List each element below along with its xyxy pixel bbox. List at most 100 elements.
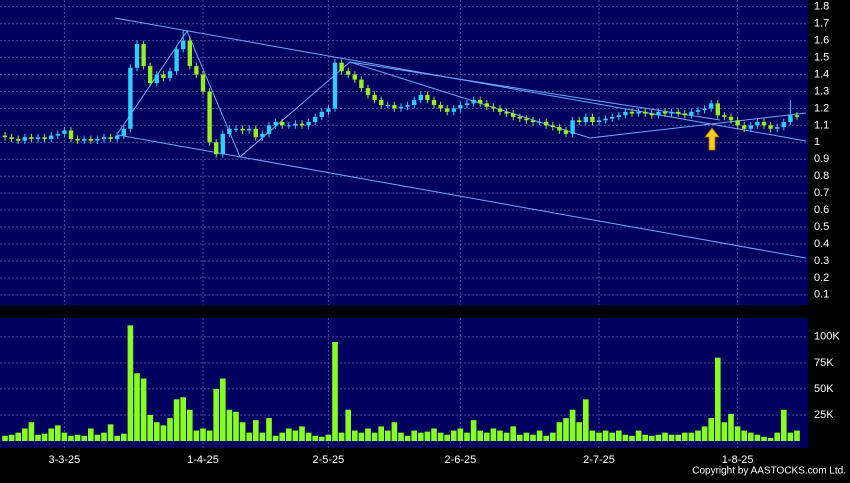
volume-bar xyxy=(352,430,358,441)
volume-bar xyxy=(325,434,332,441)
volume-bar xyxy=(15,432,21,441)
volume-bar xyxy=(523,432,530,441)
volume-bar xyxy=(246,432,252,441)
volume-bar xyxy=(497,430,503,441)
candle-body xyxy=(181,40,186,50)
arrow-icon xyxy=(704,127,720,151)
volume-bar xyxy=(319,436,325,441)
volume-bar xyxy=(715,357,721,441)
candle-body xyxy=(75,138,80,141)
candle-body xyxy=(517,116,522,119)
volume-bar xyxy=(114,435,120,441)
volume-bar xyxy=(398,432,404,441)
candle-body xyxy=(682,113,687,116)
candle-body xyxy=(187,40,192,67)
volume-bar xyxy=(259,432,266,441)
volume-bar xyxy=(173,399,180,441)
volume-bar xyxy=(616,430,622,441)
volume-bar xyxy=(134,373,140,441)
candle-body xyxy=(643,111,648,114)
candle-body xyxy=(148,66,153,84)
volume-bar xyxy=(431,428,437,441)
candle-body xyxy=(385,105,390,107)
candle-body xyxy=(253,128,258,138)
y-tick-label: 0.5 xyxy=(814,221,829,233)
candle-body xyxy=(22,137,27,141)
volume-bar xyxy=(655,434,662,441)
volume-bar xyxy=(728,413,734,441)
y-tick-label: 0.7 xyxy=(814,187,829,199)
candle-body xyxy=(68,130,74,139)
volume-bar xyxy=(754,434,761,441)
candle-body xyxy=(42,137,47,139)
volume-bar xyxy=(550,432,556,441)
y2-tick-label: 100K xyxy=(814,331,840,343)
volume-bar xyxy=(721,422,728,441)
candle-body xyxy=(379,99,384,106)
candle-body xyxy=(227,128,232,134)
volume-bar xyxy=(576,422,582,441)
candle-body xyxy=(29,137,34,139)
candle-body xyxy=(497,108,503,112)
volume-bar xyxy=(682,432,688,441)
candle-body xyxy=(735,120,740,126)
candle-body xyxy=(438,105,443,109)
candle-body xyxy=(728,116,734,121)
volume-bar xyxy=(48,428,54,441)
candle-body xyxy=(458,105,463,109)
candle-body xyxy=(550,125,555,128)
volume-bar xyxy=(708,418,714,441)
volume-bar xyxy=(312,435,318,441)
candle-body xyxy=(702,108,707,111)
zigzag xyxy=(117,29,807,158)
x-tick-label: 1-8-25 xyxy=(722,454,754,466)
candle-body xyxy=(405,105,410,107)
volume-bar xyxy=(385,430,391,441)
volume-bar xyxy=(649,435,655,441)
candle-body xyxy=(2,135,8,138)
lower-channel xyxy=(117,134,807,259)
candle-body xyxy=(788,115,793,122)
y2-tick-label: 25K xyxy=(814,409,834,421)
candle-body xyxy=(35,137,41,139)
candle-body xyxy=(293,123,298,126)
candle-body xyxy=(484,103,489,107)
volume-panel xyxy=(0,318,808,448)
candle-body xyxy=(649,113,654,116)
y2-tick-label: 50K xyxy=(814,383,834,395)
candle-body xyxy=(266,125,272,134)
candle-body xyxy=(715,103,720,116)
candle-body xyxy=(128,67,133,129)
volume-bar xyxy=(510,426,516,441)
candle-body xyxy=(167,71,173,78)
candle-body xyxy=(134,44,140,68)
candle-body xyxy=(240,128,245,131)
volume-bar xyxy=(418,432,424,441)
y-tick-label: 0.3 xyxy=(814,255,829,267)
candle-body xyxy=(260,133,265,138)
volume-bar xyxy=(675,434,681,441)
candle-body xyxy=(365,88,371,95)
candle-body xyxy=(299,123,305,126)
volume-bar xyxy=(635,430,642,441)
candle-body xyxy=(676,111,681,114)
candle-body xyxy=(583,116,588,122)
volume-bar xyxy=(734,426,741,441)
volume-bar xyxy=(748,432,754,441)
volume-bar xyxy=(589,430,596,441)
volume-bar xyxy=(338,432,345,441)
volume-bar xyxy=(622,434,629,441)
volume-bar xyxy=(484,432,490,441)
price-panel xyxy=(0,0,808,305)
marks xyxy=(2,30,800,441)
candle-body xyxy=(629,111,635,114)
candle-body xyxy=(273,122,278,126)
y-tick-label: 1.6 xyxy=(814,35,829,47)
volume-bar xyxy=(365,428,371,441)
candle-body xyxy=(491,106,496,109)
candle-body xyxy=(451,108,456,112)
y-tick-label: 1.2 xyxy=(814,102,829,114)
volume-bar xyxy=(517,434,523,441)
volume-bar xyxy=(61,432,68,441)
candle-body xyxy=(577,120,582,122)
